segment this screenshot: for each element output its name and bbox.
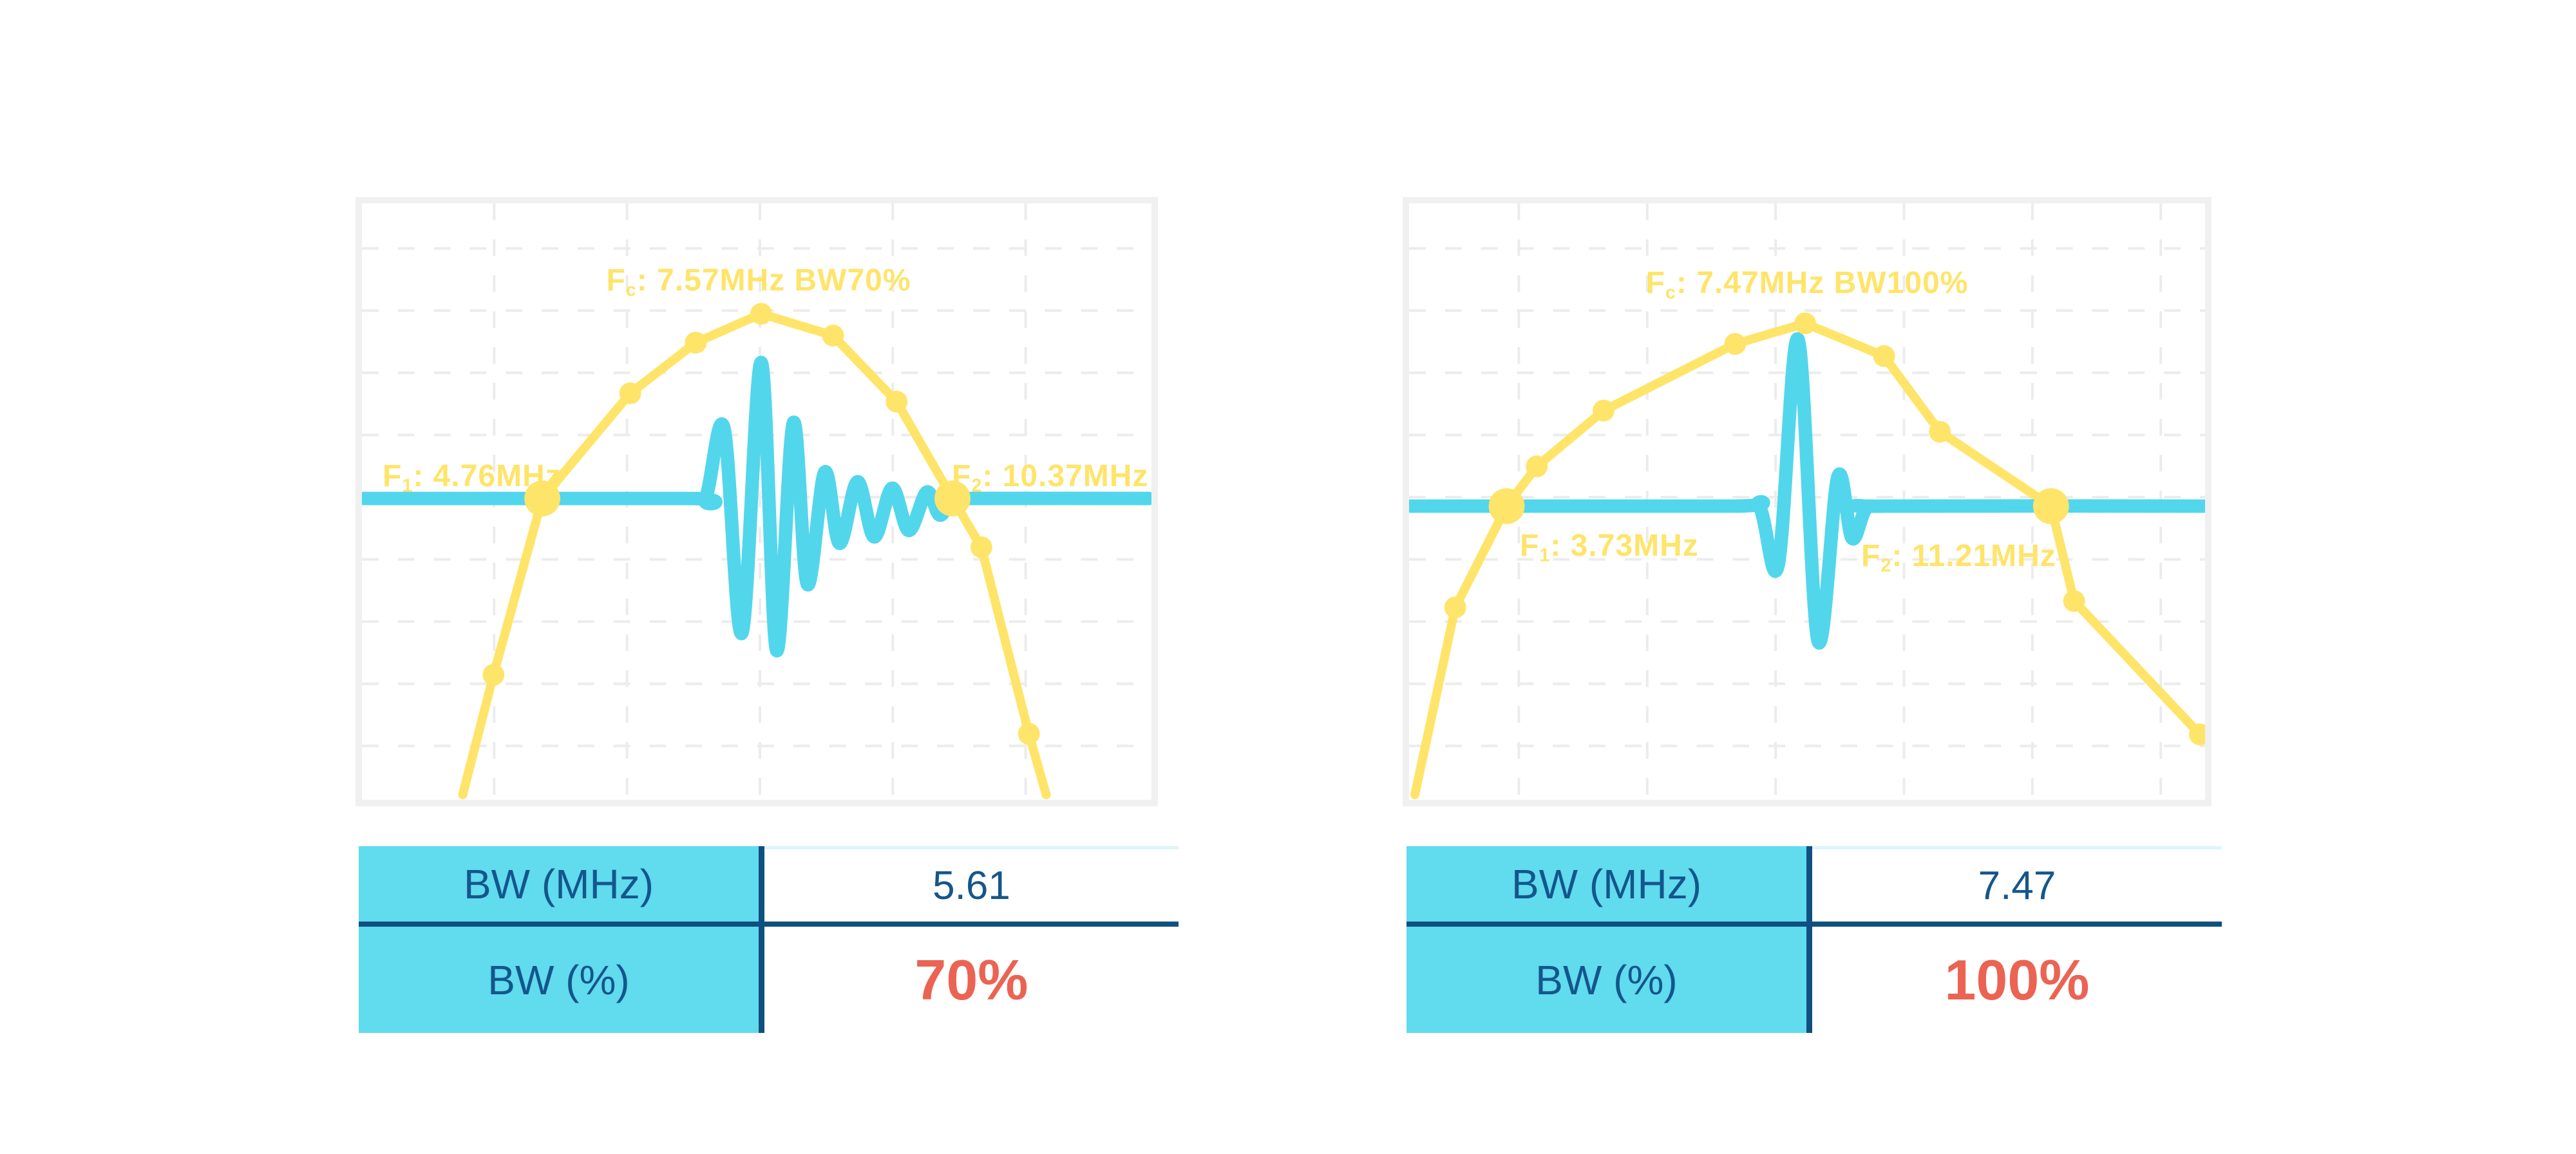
center-frequency-annotation: Fc: 7.47MHz BW100% bbox=[1645, 266, 1969, 303]
chart-plot-bw100 bbox=[1409, 203, 2205, 800]
fc-subscript: c bbox=[625, 279, 637, 301]
bw-mhz-value-cell: 5.61 bbox=[764, 846, 1179, 922]
f2-symbol: F bbox=[1861, 539, 1881, 573]
bw-percent-value-cell: 70% bbox=[764, 922, 1179, 1033]
bw-mhz-value-cell: 7.47 bbox=[1812, 846, 2222, 922]
bw-mhz-label: BW (MHz) bbox=[1511, 860, 1702, 907]
bw-percent-label: BW (%) bbox=[1535, 956, 1678, 1003]
fc-value-text: : 7.47MHz BW100% bbox=[1676, 266, 1969, 300]
f2-symbol: F bbox=[952, 459, 972, 493]
chart-plot-bw70 bbox=[362, 203, 1151, 800]
fc-symbol: F bbox=[606, 263, 626, 298]
f1-value-text: : 4.76MHz bbox=[413, 459, 562, 493]
f2-subscript: 2 bbox=[971, 475, 983, 497]
f2-annotation: F2: 11.21MHz bbox=[1861, 539, 2056, 576]
bw-percent-label: BW (%) bbox=[488, 956, 630, 1003]
bw-mhz-label-cell: BW (MHz) bbox=[1406, 846, 1812, 922]
chart-panel-bw100: Fc: 7.47MHz BW100% F1: 3.73MHz F2: 11.21… bbox=[1403, 197, 2211, 806]
bw-mhz-label: BW (MHz) bbox=[463, 860, 654, 907]
bw-percent-value: 100% bbox=[1944, 947, 2090, 1012]
f1-subscript: 1 bbox=[1539, 545, 1551, 566]
f1-value-text: : 3.73MHz bbox=[1550, 529, 1699, 563]
center-frequency-annotation: Fc: 7.57MHz BW70% bbox=[606, 263, 911, 301]
f2-subscript: 2 bbox=[1880, 555, 1892, 576]
f1-annotation: F1: 4.76MHz bbox=[383, 459, 562, 497]
f1-symbol: F bbox=[383, 459, 402, 493]
fc-subscript: c bbox=[1665, 282, 1676, 303]
bw-percent-label-cell: BW (%) bbox=[1406, 922, 1812, 1033]
f2-value-text: : 11.21MHz bbox=[1891, 539, 2056, 573]
fc-value-text: : 7.57MHz BW70% bbox=[636, 263, 911, 298]
f1-symbol: F bbox=[1520, 529, 1540, 563]
bw-mhz-value: 7.47 bbox=[1978, 863, 2056, 908]
bandwidth-table-bw70: BW (MHz) 5.61 BW (%) 70% bbox=[359, 846, 1179, 1033]
bw-percent-value: 70% bbox=[914, 947, 1028, 1012]
chart-panel-bw70: Fc: 7.57MHz BW70% F1: 4.76MHz F2: 10.37M… bbox=[355, 197, 1158, 806]
bw-percent-value-cell: 100% bbox=[1812, 922, 2222, 1033]
bw-mhz-value: 5.61 bbox=[933, 863, 1010, 908]
f2-annotation: F2: 10.37MHz bbox=[952, 459, 1149, 497]
bw-percent-label-cell: BW (%) bbox=[359, 922, 764, 1033]
f1-annotation: F1: 3.73MHz bbox=[1520, 531, 1699, 565]
f2-value-text: : 10.37MHz bbox=[982, 459, 1149, 493]
bw-mhz-label-cell: BW (MHz) bbox=[359, 846, 764, 922]
f1-subscript: 1 bbox=[402, 475, 413, 497]
fc-symbol: F bbox=[1645, 266, 1665, 300]
bandwidth-table-bw100: BW (MHz) 7.47 BW (%) 100% bbox=[1406, 846, 2222, 1033]
